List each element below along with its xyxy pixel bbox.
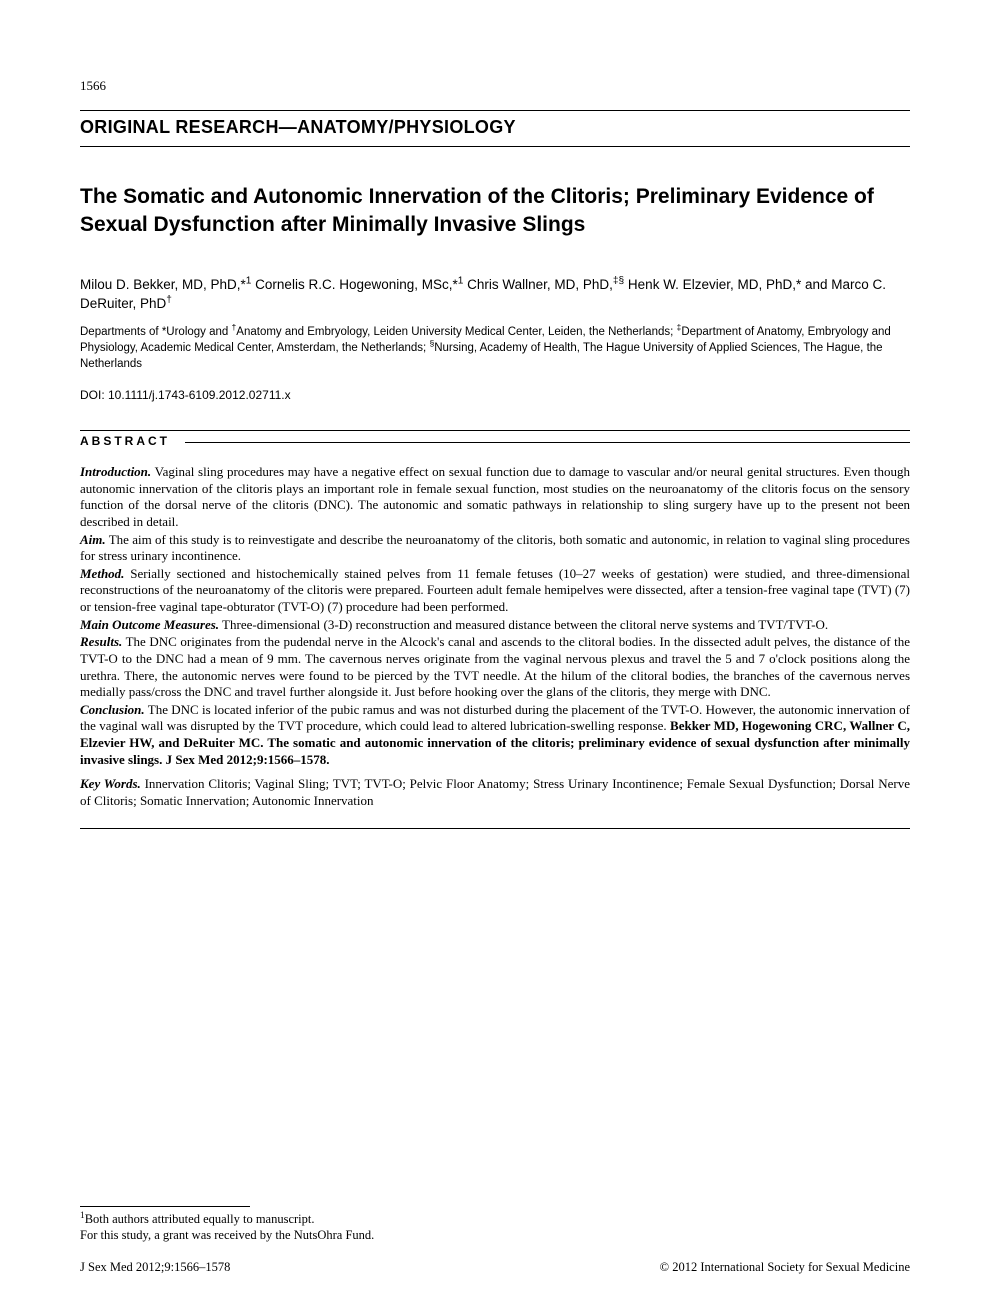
abstract-measures: Main Outcome Measures. Three-dimensional… [80, 617, 910, 634]
abstract-heading: ABSTRACT [80, 430, 910, 448]
conclusion-label: Conclusion. [80, 702, 145, 717]
keywords: Key Words. Innervation Clitoris; Vaginal… [80, 776, 910, 810]
aim-label: Aim. [80, 532, 106, 547]
aim-text: The aim of this study is to reinvestigat… [80, 532, 910, 564]
affiliations: Departments of *Urology and †Anatomy and… [80, 325, 910, 372]
abstract-method: Method. Serially sectioned and histochem… [80, 566, 910, 616]
abstract-conclusion: Conclusion. The DNC is located inferior … [80, 702, 910, 769]
intro-label: Introduction. [80, 464, 151, 479]
page-number: 1566 [80, 78, 910, 94]
footnotes: 1Both authors attributed equally to manu… [80, 1206, 374, 1244]
abstract-aim: Aim. The aim of this study is to reinves… [80, 532, 910, 565]
measures-text: Three-dimensional (3-D) reconstruction a… [219, 617, 828, 632]
footer-journal-ref: J Sex Med 2012;9:1566–1578 [80, 1260, 230, 1275]
abstract-bottom-rule [80, 828, 910, 829]
authors-list: Milou D. Bekker, MD, PhD,*1 Cornelis R.C… [80, 276, 910, 314]
abstract-body: Introduction. Vaginal sling procedures m… [80, 464, 910, 810]
footer-copyright: © 2012 International Society for Sexual … [660, 1260, 910, 1275]
footnote-rule [80, 1206, 250, 1207]
abstract-results: Results. The DNC originates from the pud… [80, 634, 910, 701]
intro-text: Vaginal sling procedures may have a nega… [80, 464, 910, 529]
footnote-2: For this study, a grant was received by … [80, 1227, 374, 1243]
abstract-introduction: Introduction. Vaginal sling procedures m… [80, 464, 910, 531]
method-label: Method. [80, 566, 124, 581]
footnote-1: 1Both authors attributed equally to manu… [80, 1211, 374, 1227]
results-label: Results. [80, 634, 122, 649]
page-footer: J Sex Med 2012;9:1566–1578 © 2012 Intern… [80, 1260, 910, 1275]
keywords-text: Innervation Clitoris; Vaginal Sling; TVT… [80, 776, 910, 808]
measures-label: Main Outcome Measures. [80, 617, 219, 632]
method-text: Serially sectioned and histochemically s… [80, 566, 910, 614]
section-header: ORIGINAL RESEARCH—ANATOMY/PHYSIOLOGY [80, 110, 910, 147]
article-title: The Somatic and Autonomic Innervation of… [80, 183, 910, 240]
doi: DOI: 10.1111/j.1743-6109.2012.02711.x [80, 388, 910, 402]
keywords-label: Key Words. [80, 776, 141, 791]
results-text: The DNC originates from the pudendal ner… [80, 634, 910, 699]
